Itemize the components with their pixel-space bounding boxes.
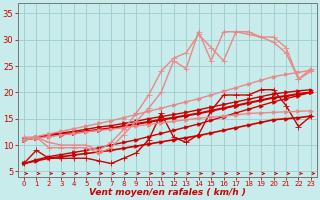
X-axis label: Vent moyen/en rafales ( km/h ): Vent moyen/en rafales ( km/h ) xyxy=(89,188,246,197)
